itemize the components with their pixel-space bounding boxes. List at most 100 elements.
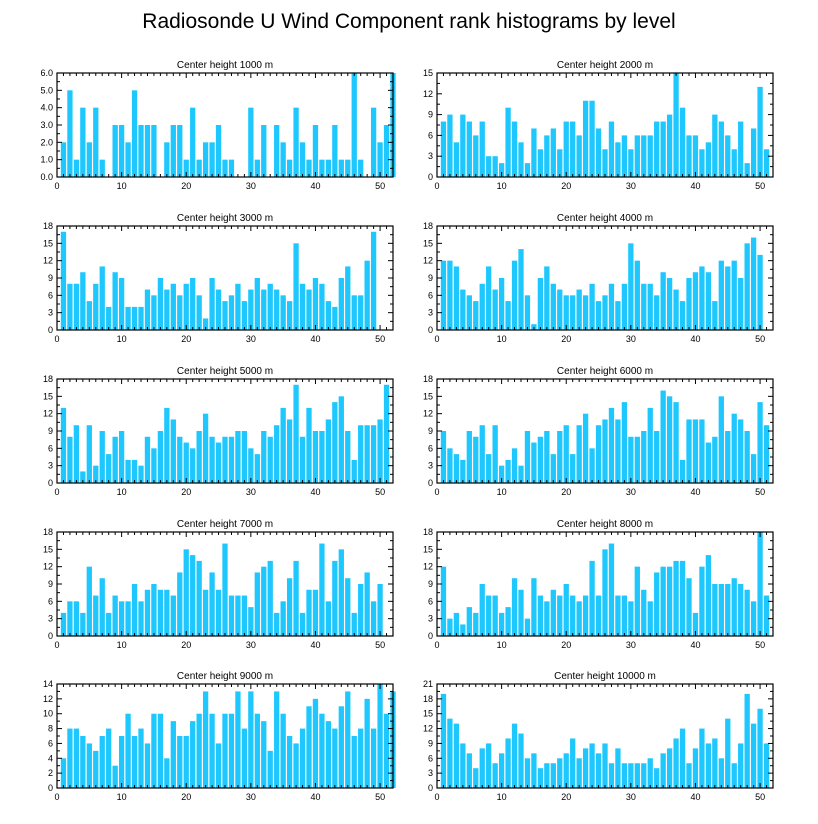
bar — [705, 442, 712, 483]
bar — [235, 431, 241, 483]
x-tick-label: 30 — [246, 487, 256, 497]
bar — [73, 425, 80, 483]
bar — [686, 763, 692, 788]
bar — [589, 448, 595, 483]
bar — [241, 431, 248, 483]
bar — [486, 156, 492, 177]
bar — [377, 419, 383, 483]
bar — [712, 114, 718, 177]
bar — [202, 589, 209, 636]
y-tick-label: 3 — [48, 461, 53, 471]
bar — [299, 142, 306, 177]
bar — [673, 738, 679, 788]
y-tick-label: 15 — [423, 238, 433, 248]
bar — [686, 278, 692, 330]
bar — [86, 425, 92, 483]
bar — [595, 128, 602, 177]
bar — [73, 159, 80, 177]
bar — [679, 107, 686, 177]
bar — [312, 698, 319, 788]
bar — [106, 454, 112, 483]
y-tick-label: 0 — [428, 783, 433, 793]
bar — [80, 736, 86, 788]
bar — [511, 448, 518, 483]
bar — [274, 125, 280, 177]
x-tick-label: 0 — [54, 181, 59, 191]
bar — [505, 301, 511, 330]
bar — [518, 142, 524, 177]
bar — [479, 425, 485, 483]
bar — [370, 601, 377, 636]
bar — [621, 763, 628, 788]
bar — [131, 584, 138, 636]
bar — [731, 413, 737, 483]
y-tick-label: 18 — [43, 221, 53, 231]
bar — [125, 306, 131, 330]
y-tick-label: 9 — [428, 110, 433, 120]
bar — [144, 589, 151, 636]
bar — [222, 543, 228, 636]
x-tick-label: 20 — [181, 334, 191, 344]
x-tick-label: 10 — [497, 640, 507, 650]
bar — [319, 713, 325, 788]
bar — [99, 159, 105, 177]
bar — [563, 425, 569, 483]
y-tick-label: 0 — [48, 631, 53, 641]
bar — [312, 278, 319, 330]
bar — [306, 407, 312, 483]
bar — [608, 283, 615, 330]
bar — [157, 713, 164, 788]
bar — [738, 584, 744, 636]
x-tick-label: 10 — [497, 792, 507, 802]
bar — [112, 595, 118, 636]
x-tick-label: 40 — [690, 792, 700, 802]
bar — [202, 691, 209, 788]
bar — [183, 736, 189, 788]
bar — [86, 301, 92, 330]
bar — [73, 283, 80, 330]
bar — [744, 163, 750, 177]
bar — [595, 753, 602, 788]
x-tick-label: 40 — [310, 640, 320, 650]
bar — [286, 736, 293, 788]
bar — [563, 121, 569, 177]
y-tick-label: 6 — [48, 290, 53, 300]
y-tick-label: 8 — [48, 724, 53, 734]
y-tick-label: 3.0 — [40, 120, 53, 130]
bar — [60, 231, 67, 330]
bar — [267, 750, 273, 788]
bar — [267, 283, 273, 330]
bar — [215, 743, 222, 788]
bar — [473, 436, 479, 483]
bar — [80, 272, 86, 330]
bar — [453, 454, 460, 483]
bar — [261, 289, 267, 330]
bar — [254, 572, 260, 636]
bar — [660, 121, 666, 177]
bar — [254, 713, 260, 788]
bar — [319, 431, 325, 483]
bar — [686, 578, 692, 636]
x-tick-label: 50 — [755, 181, 765, 191]
bar — [557, 758, 563, 788]
bar — [345, 431, 351, 483]
x-tick-label: 30 — [626, 334, 636, 344]
bar — [190, 107, 196, 177]
bar — [338, 278, 344, 330]
bar — [634, 763, 640, 788]
y-tick-label: 6 — [48, 443, 53, 453]
bar — [144, 289, 151, 330]
bar — [673, 402, 679, 483]
bar — [351, 612, 357, 636]
bar — [621, 402, 628, 483]
y-tick-label: 4.0 — [40, 103, 53, 113]
y-tick-label: 12 — [43, 562, 53, 572]
bar — [377, 684, 383, 788]
bar — [345, 159, 351, 177]
y-tick-label: 6 — [428, 130, 433, 140]
bar — [466, 753, 472, 788]
bar — [447, 448, 453, 483]
bar — [183, 283, 189, 330]
bar — [293, 384, 299, 483]
